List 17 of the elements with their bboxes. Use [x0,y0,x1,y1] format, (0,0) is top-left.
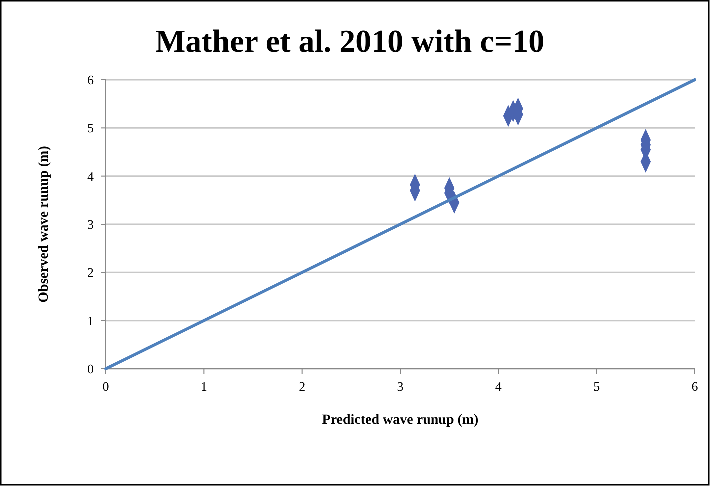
y-tick-label: 1 [88,313,94,328]
y-tick-label: 5 [88,120,94,136]
x-tick-label: 0 [102,379,110,394]
x-tick-label: 6 [692,379,699,394]
x-tick-label: 1 [200,379,208,394]
x-tick-label: 5 [594,379,600,394]
x-axis-title: Predicted wave runup (m) [322,413,480,428]
x-tick-label: 2 [299,379,306,394]
y-tick-label: 0 [88,362,94,377]
y-tick-label: 3 [88,217,94,232]
x-tick-label: 3 [397,379,404,394]
y-tick-label: 6 [88,72,94,88]
chart-title: Mather et al. 2010 with c=10 [155,23,545,59]
y-tick-label: 4 [88,168,94,184]
y-axis-title: Observed wave runup (m) [37,146,52,303]
y-tick-label: 2 [88,265,94,280]
x-tick-label: 4 [495,379,502,394]
